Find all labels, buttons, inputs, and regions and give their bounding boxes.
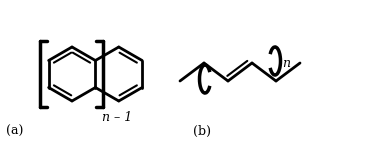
Text: (b): (b) — [193, 125, 211, 138]
Text: n – 1: n – 1 — [102, 111, 133, 124]
Text: (a): (a) — [6, 125, 23, 138]
Text: n: n — [282, 57, 291, 70]
